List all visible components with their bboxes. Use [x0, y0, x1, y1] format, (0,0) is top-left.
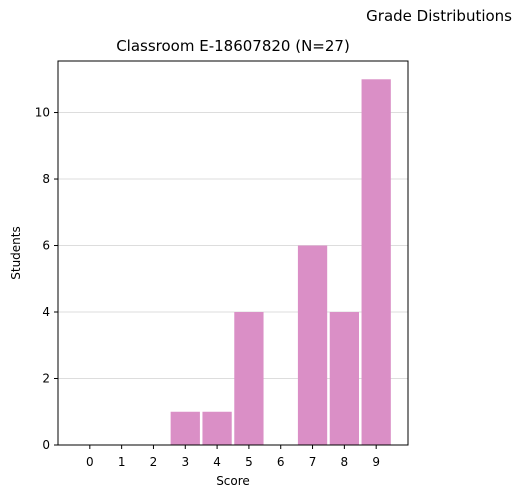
bars	[170, 79, 391, 446]
y-tick-label: 2	[42, 372, 50, 386]
bar-score-9	[361, 79, 391, 446]
plot-frame	[57, 60, 409, 446]
y-axis-ticks: 0 2 4 6 8 10	[35, 106, 58, 452]
y-tick-label: 4	[42, 305, 50, 319]
x-tick-label: 4	[213, 455, 221, 469]
y-tick-label: 10	[35, 106, 50, 120]
figure-suptitle: Grade Distributions	[366, 7, 512, 25]
x-axis-ticks: 0 1 2 3 4 5 6 7 8 9	[86, 445, 380, 469]
x-tick-label: 0	[86, 455, 94, 469]
chart-title: Classroom E-18607820 (N=27)	[116, 37, 350, 55]
bar-score-4	[202, 411, 232, 445]
x-axis-label: Score	[216, 474, 250, 488]
bar-score-5	[234, 312, 264, 445]
x-tick-label: 8	[341, 455, 349, 469]
x-tick-label: 6	[277, 455, 285, 469]
y-tick-label: 0	[42, 438, 50, 452]
x-tick-label: 3	[181, 455, 189, 469]
x-tick-label: 7	[309, 455, 317, 469]
bar-score-8	[329, 312, 359, 445]
x-tick-label: 9	[372, 455, 380, 469]
x-tick-label: 2	[150, 455, 158, 469]
bar-score-7	[297, 245, 328, 445]
x-tick-label: 5	[245, 455, 253, 469]
y-tick-label: 6	[42, 239, 50, 253]
bar-score-3	[170, 411, 200, 445]
y-tick-label: 8	[42, 172, 50, 186]
y-axis-label: Students	[9, 226, 23, 280]
x-tick-label: 1	[118, 455, 126, 469]
